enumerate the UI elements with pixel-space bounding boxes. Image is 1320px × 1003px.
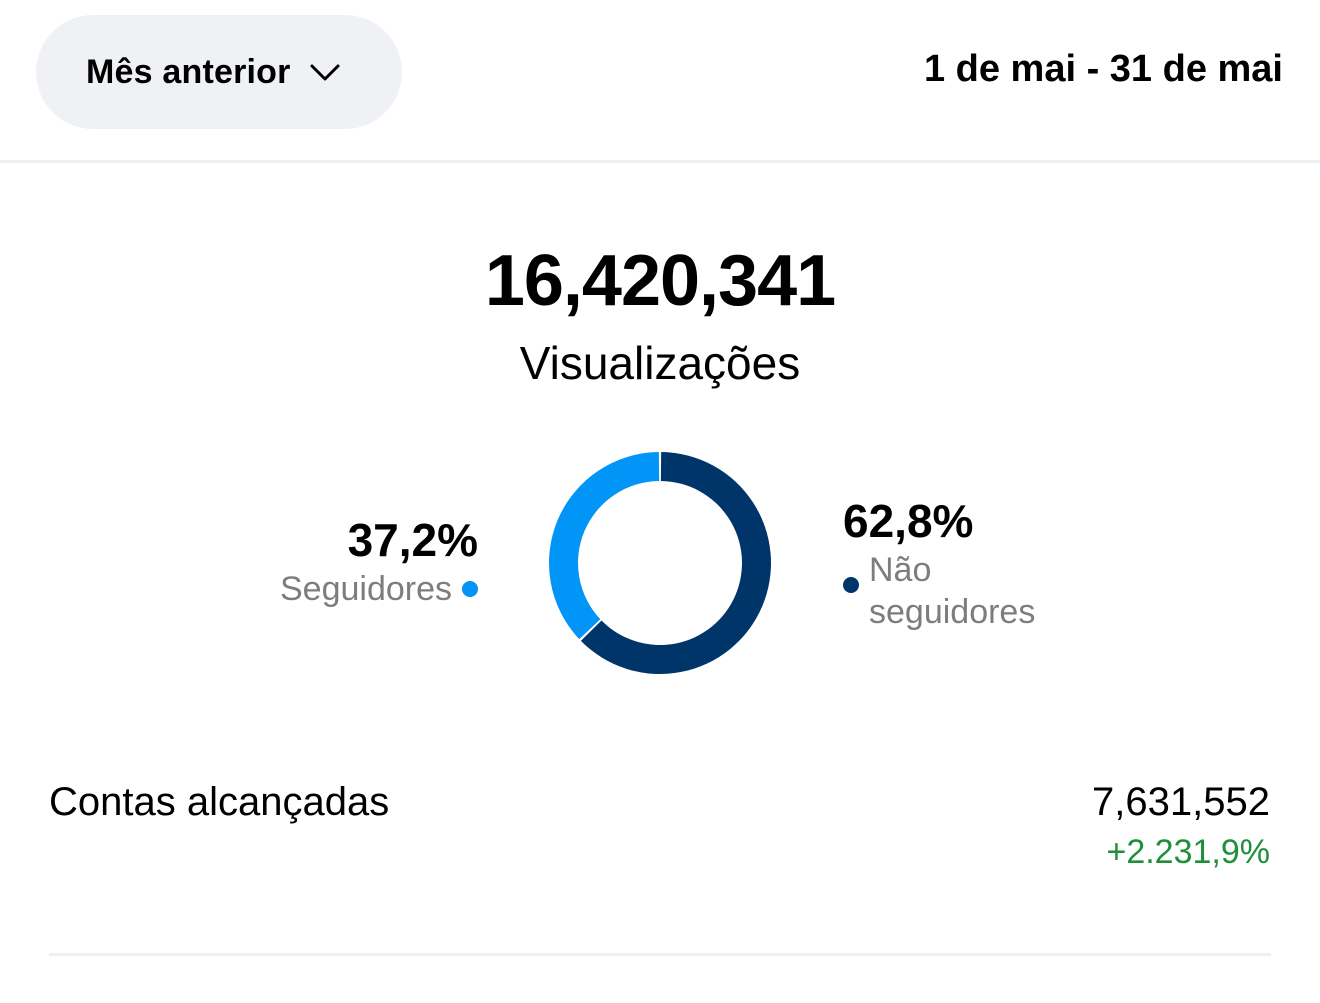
views-donut-chart xyxy=(549,452,771,674)
followers-label: Seguidores xyxy=(279,570,452,608)
date-range: 1 de mai - 31 de mai xyxy=(923,48,1283,90)
legend-non-followers: 62,8% Não seguidores xyxy=(843,493,1069,633)
legend-followers: 37,2% Seguidores xyxy=(280,512,478,610)
accounts-reached-value: 7,631,552 xyxy=(1092,780,1270,824)
accounts-reached-label: Contas alcançadas xyxy=(49,780,390,824)
followers-percent: 37,2% xyxy=(347,514,478,566)
accounts-reached-change: +2.231,9% xyxy=(1106,833,1270,871)
chevron-down-icon xyxy=(310,64,340,81)
donut-slice-non-followers xyxy=(580,452,771,674)
bottom-divider xyxy=(49,953,1271,956)
total-views-value: 16,420,341 xyxy=(484,241,836,321)
period-selector-button[interactable]: Mês anterior xyxy=(36,15,402,129)
non-followers-dot xyxy=(843,577,859,593)
header-divider xyxy=(0,160,1320,163)
non-followers-percent: 62,8% xyxy=(843,495,974,547)
total-views-label: Visualizações xyxy=(519,337,801,389)
followers-dot xyxy=(462,581,478,597)
period-selector-label: Mês anterior xyxy=(86,52,291,91)
donut-slice-followers xyxy=(549,452,660,640)
non-followers-label: Não seguidores xyxy=(869,551,1036,631)
